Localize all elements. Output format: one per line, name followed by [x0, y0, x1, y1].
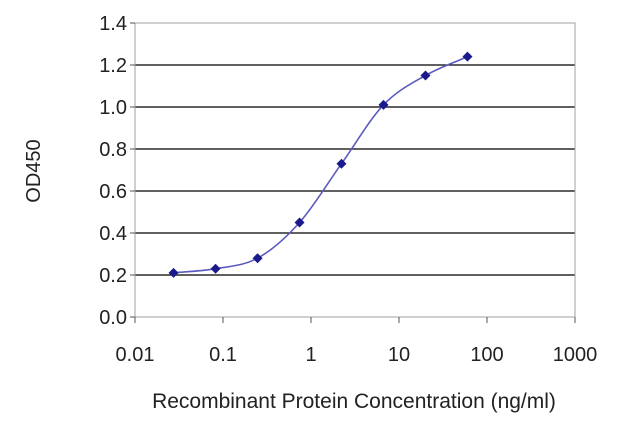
data-point-0	[168, 267, 179, 278]
x-tick-label-3: 10	[388, 344, 410, 366]
y-tick-label-0: 0.0	[99, 307, 127, 329]
y-tick-label-4: 0.8	[99, 139, 127, 161]
data-point-5	[378, 99, 389, 110]
y-axis-ticks: 0.0 0.2 0.4 0.6 0.8 1.0 1.2 1.4	[99, 13, 135, 329]
y-tick-label-1: 0.2	[99, 265, 127, 287]
y-tick-label-3: 0.6	[99, 181, 127, 203]
y-tick-label-7: 1.4	[99, 13, 127, 35]
x-tick-label-5: 1000	[553, 344, 598, 366]
x-axis-ticks: 0.01 0.1 1 10 100 1000	[116, 317, 598, 366]
x-tick-label-0: 0.01	[116, 344, 155, 366]
data-point-7	[462, 51, 473, 62]
data-point-4	[336, 158, 347, 169]
plot-border	[134, 22, 576, 318]
x-tick-label-4: 100	[470, 344, 503, 366]
plot-frame	[134, 22, 576, 318]
grid-lines	[135, 64, 575, 276]
y-tick-label-6: 1.2	[99, 55, 127, 77]
data-points	[168, 51, 473, 278]
x-tick-label-1: 0.1	[209, 344, 237, 366]
x-axis-label: Recombinant Protein Concentration (ng/ml…	[152, 390, 556, 413]
y-tick-label-2: 0.4	[99, 223, 127, 245]
y-axis-label: OD450	[23, 139, 45, 202]
data-point-6	[420, 70, 431, 81]
fit-curve-group	[173, 55, 468, 274]
data-point-2	[252, 253, 263, 264]
data-point-1	[210, 263, 221, 274]
x-tick-label-2: 1	[305, 344, 316, 366]
y-tick-label-5: 1.0	[99, 97, 127, 119]
data-point-3	[294, 217, 305, 228]
fit-curve	[173, 55, 468, 274]
